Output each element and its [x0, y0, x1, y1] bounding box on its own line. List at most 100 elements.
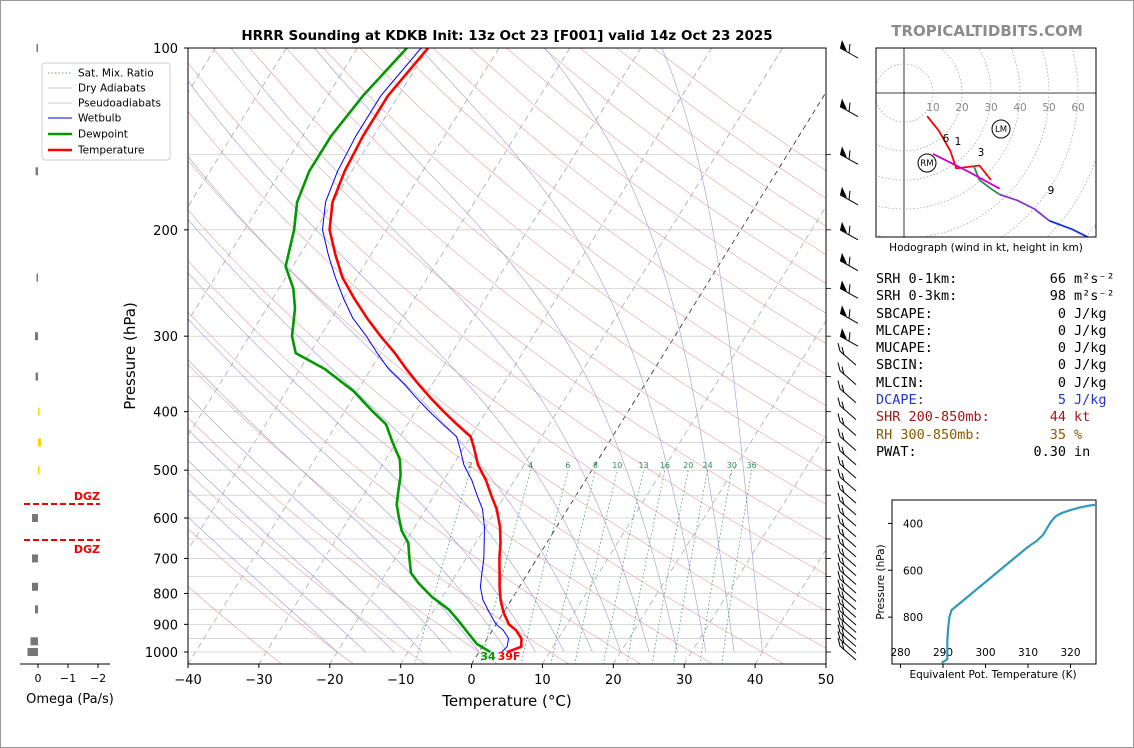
- isotherm-line: [188, 48, 429, 437]
- dry-adiabat: [188, 209, 785, 664]
- stat-name: SRH 0-3km:: [876, 288, 958, 305]
- omega-bar: [35, 605, 38, 614]
- hodo-ring-label: 30: [984, 102, 997, 114]
- pseudo-adiabat: [188, 429, 423, 653]
- dewpoint-profile-line: [284, 48, 491, 654]
- stat-value: 0: [1057, 322, 1066, 339]
- pseudo-adiabat: [188, 516, 338, 653]
- hodo-ring: [876, 48, 1021, 210]
- hodo-segment-1: [926, 115, 992, 181]
- stat-value: 66: [1049, 271, 1066, 287]
- mixing-ratio-line: [673, 470, 708, 664]
- svg-text:DGZ: DGZ: [74, 490, 100, 503]
- stat-unit: J/kg: [1074, 357, 1107, 374]
- dry-adiabat: [188, 417, 498, 664]
- omega-bar: [38, 466, 40, 475]
- pseudo-adiabat: [188, 488, 366, 653]
- hodo-ring-label: 50: [1042, 102, 1055, 114]
- svg-text:Wetbulb: Wetbulb: [78, 113, 122, 125]
- wind-barb: [837, 442, 857, 466]
- wind-barb: [839, 146, 859, 165]
- stat-row: PWAT: 0.30 in: [876, 444, 1115, 461]
- x-tick-label: −30: [245, 673, 272, 688]
- theta-e-x-tick-label: 290: [933, 647, 953, 659]
- wind-barb: [837, 571, 857, 594]
- stat-unit: m²s⁻²: [1074, 271, 1115, 287]
- stat-row: SBCAPE: 0 J/kg: [876, 306, 1115, 323]
- stat-value: 0: [1057, 340, 1066, 357]
- isotherm-line: [329, 48, 713, 664]
- dry-adiabat: [188, 260, 714, 664]
- y-tick-label: 1000: [145, 646, 178, 661]
- stat-row: SRH 0-1km: 66 m²s⁻²: [876, 271, 1115, 288]
- pseudo-adiabat: [188, 218, 565, 653]
- wind-barb: [837, 534, 857, 558]
- stat-row: DCAPE: 5 J/kg: [876, 392, 1115, 409]
- wind-barb: [837, 362, 857, 385]
- stat-row: SRH 0-3km: 98 m²s⁻²: [876, 288, 1115, 305]
- hodo-ring-label: 60: [1071, 102, 1084, 114]
- wind-barb: [837, 595, 857, 618]
- stat-value: 0.30: [1033, 443, 1066, 460]
- omega-bar: [27, 648, 38, 656]
- omega-bar: [32, 554, 38, 563]
- stats-table: SRH 0-1km: 66 m²s⁻² SRH 0-3km: 98 m²s⁻² SBCAPE…: [876, 271, 1115, 461]
- x-tick-label: 20: [605, 673, 622, 688]
- wind-barb: [837, 617, 857, 640]
- pseudo-adiabat: [188, 318, 508, 653]
- wind-barb: [837, 468, 857, 492]
- omega-tick-label: 0: [35, 672, 42, 685]
- svg-text:Dry Adiabats: Dry Adiabats: [78, 83, 146, 95]
- hodo-segment-5: [1048, 219, 1096, 237]
- pseudo-adiabat: [314, 48, 678, 653]
- dry-adiabat: [188, 472, 426, 664]
- stat-unit: m²s⁻²: [1074, 288, 1115, 305]
- wind-barb: [837, 524, 857, 548]
- theta-e-profile-line: [941, 503, 1097, 664]
- mixing-ratio-line: [414, 470, 471, 664]
- y-tick-label: 500: [153, 464, 178, 479]
- pseudo-adiabat: [188, 359, 480, 653]
- legend-item-wetbulb: Wetbulb: [48, 113, 122, 125]
- hodo-height-label: 9: [1048, 185, 1055, 197]
- mixing-ratio-line: [550, 470, 596, 664]
- hodo-height-label: 3: [978, 147, 985, 159]
- wind-barb: [837, 631, 857, 654]
- stat-name: SHR 200-850mb:: [876, 409, 990, 426]
- wind-barb: [837, 624, 857, 647]
- dry-adiabat: [212, 48, 826, 540]
- wind-barb: [839, 305, 859, 324]
- omega-bar: [30, 637, 38, 646]
- mixing-ratio-line: [480, 470, 531, 664]
- pseudo-adiabat: [230, 48, 650, 653]
- isotherm-line: [188, 48, 571, 664]
- omega-bar: [32, 582, 38, 591]
- theta-e-x-tick-label: 320: [1060, 647, 1080, 659]
- theta-e-xlabel: Equivalent Pot. Temperature (K): [909, 669, 1076, 681]
- wind-barb: [837, 343, 857, 366]
- mixing-ratio-label: 6: [565, 461, 570, 470]
- hodo-ring: [876, 48, 992, 181]
- pseudo-adiabat: [661, 48, 763, 653]
- wind-barb: [839, 221, 859, 241]
- y-tick-label: 400: [153, 406, 178, 421]
- theta-e-y-tick-label: 800: [903, 612, 923, 624]
- theta-e-x-tick-label: 280: [890, 647, 910, 659]
- wetbulb-profile-line: [322, 48, 510, 653]
- isotherm-line: [754, 548, 826, 664]
- stat-value: 44: [1049, 409, 1066, 426]
- legend-item-dewpoint: Dewpoint: [48, 129, 128, 141]
- mixing-ratio-label: 8: [593, 461, 598, 470]
- pseudo-adiabat: [188, 272, 536, 653]
- pseudo-adiabat: [188, 459, 395, 653]
- omega-bar: [35, 167, 38, 176]
- stat-value: 0: [1057, 374, 1066, 391]
- stat-unit: %: [1074, 426, 1083, 443]
- brand-watermark: TROPICALTIDBITS.COM: [891, 22, 1083, 40]
- mixing-ratio-label: 4: [528, 461, 533, 470]
- stat-row: SBCIN: 0 J/kg: [876, 357, 1115, 374]
- svg-text:LM: LM: [995, 125, 1007, 135]
- y-tick-label: 600: [153, 512, 178, 527]
- svg-text:DGZ: DGZ: [74, 543, 100, 556]
